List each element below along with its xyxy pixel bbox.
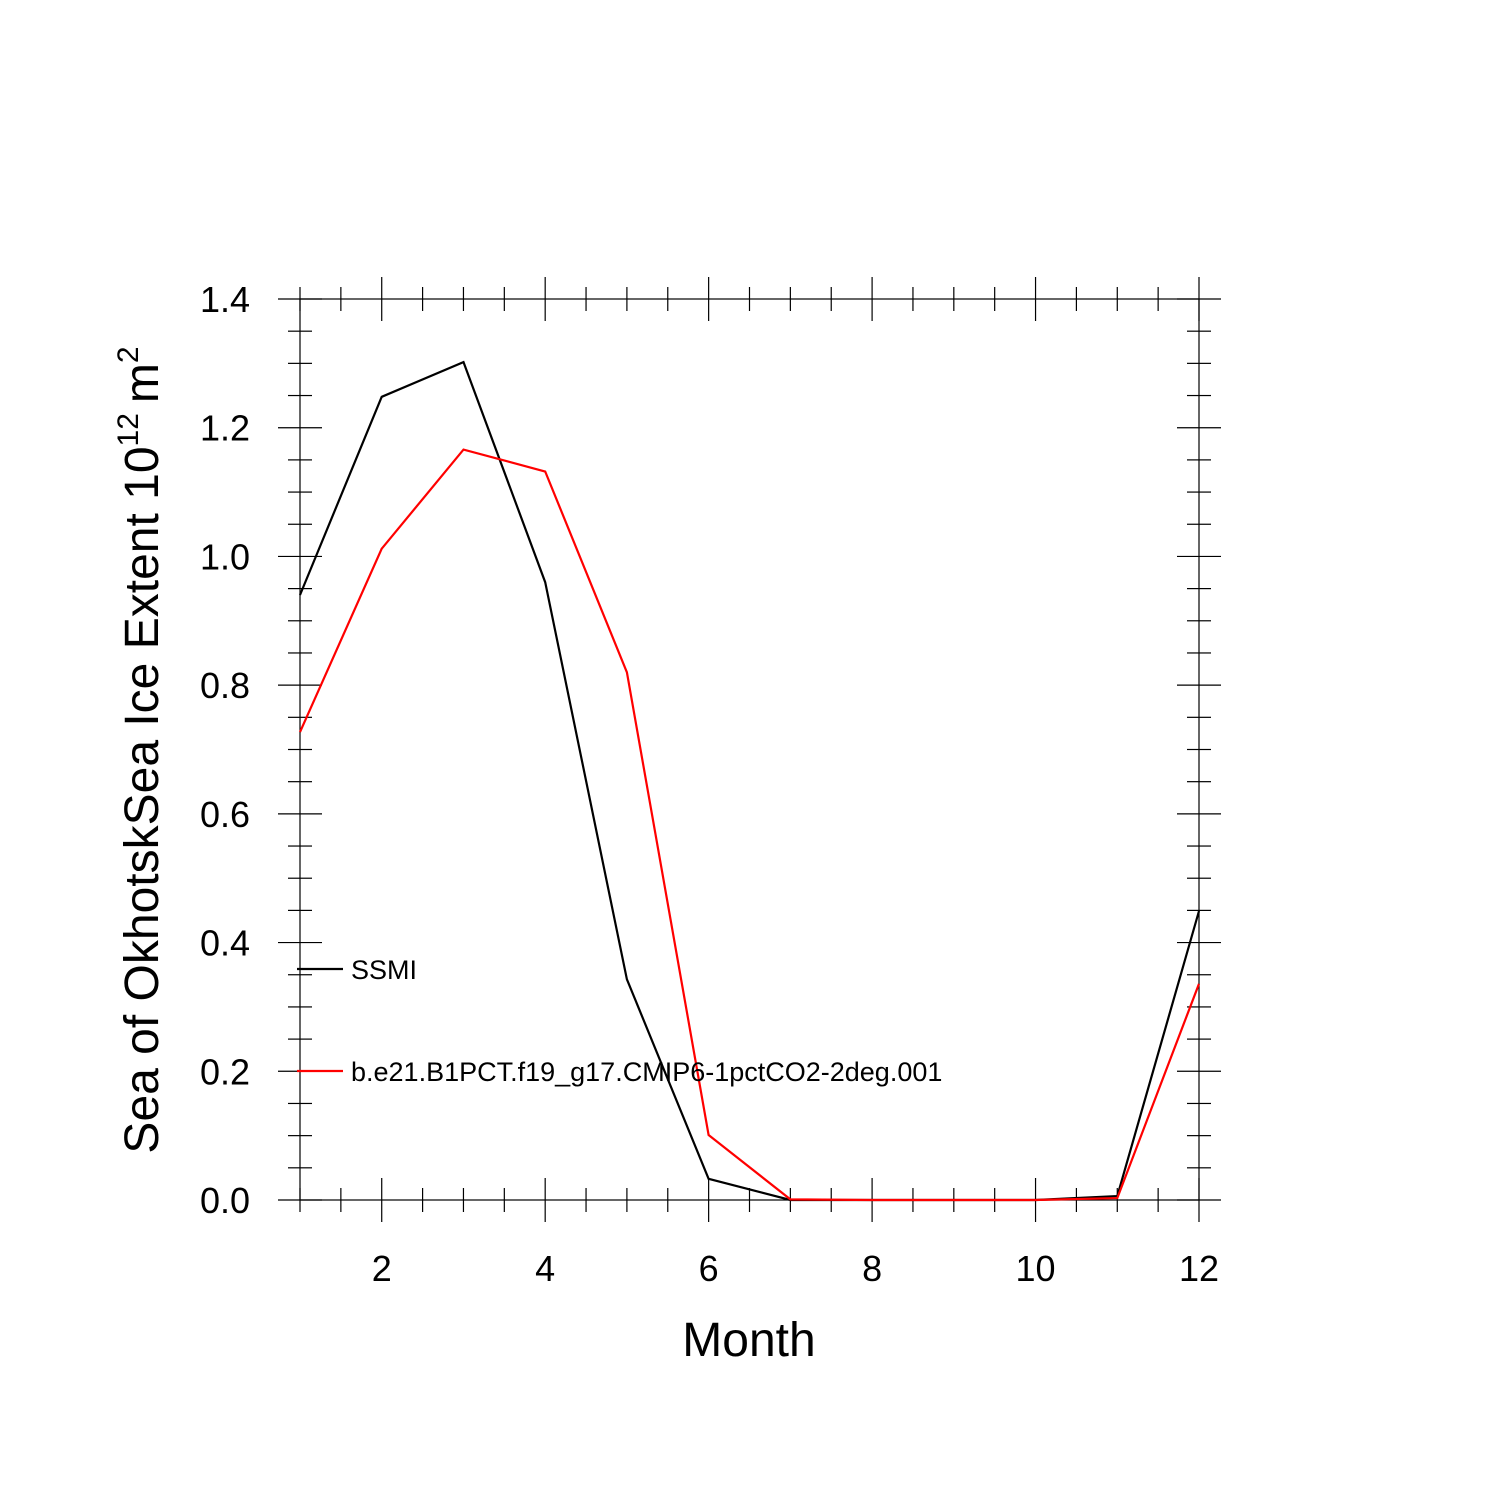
y-tick-label: 1.2 <box>200 408 250 449</box>
axis-ticks <box>278 277 1221 1222</box>
y-axis-title-unit: m <box>116 363 169 403</box>
y-axis-title: Sea of OkhotskSea Ice Extent 1012 m2 <box>112 346 169 1153</box>
series-line-2 <box>298 448 1201 1202</box>
tick-labels: 2 4 6 8 10 12 0.0 0.2 0.4 0.6 0.8 1.0 1.2 1.4 <box>200 279 1219 1289</box>
y-tick-label: 0.0 <box>200 1180 250 1221</box>
x-tick-label: 6 <box>699 1248 719 1289</box>
y-axis-title-main: Sea of OkhotskSea Ice Extent 10 <box>116 446 169 1153</box>
x-axis-title: Month <box>682 1314 815 1367</box>
y-tick-label: 0.8 <box>200 665 250 706</box>
y-tick-label: 1.4 <box>200 279 250 320</box>
x-tick-label: 12 <box>1179 1248 1219 1289</box>
x-tick-label: 2 <box>372 1248 392 1289</box>
legend-label-1: SSMI <box>351 955 417 985</box>
y-tick-label: 0.4 <box>200 923 250 964</box>
legend-label-2: b.e21.B1PCT.f19_g17.CMIP6-1pctCO2-2deg.0… <box>351 1057 942 1087</box>
x-tick-label: 10 <box>1016 1248 1056 1289</box>
data-series <box>298 360 1201 1202</box>
y-tick-label: 0.2 <box>200 1051 250 1092</box>
y-axis-title-unit-exponent: 2 <box>112 346 145 363</box>
legend: SSMI b.e21.B1PCT.f19_g17.CMIP6-1pctCO2-2d… <box>297 955 942 1087</box>
x-tick-label: 8 <box>862 1248 882 1289</box>
y-tick-label: 0.6 <box>200 794 250 835</box>
y-axis-title-exponent: 12 <box>112 413 145 446</box>
y-tick-label: 1.0 <box>200 536 250 577</box>
x-tick-label: 4 <box>535 1248 555 1289</box>
